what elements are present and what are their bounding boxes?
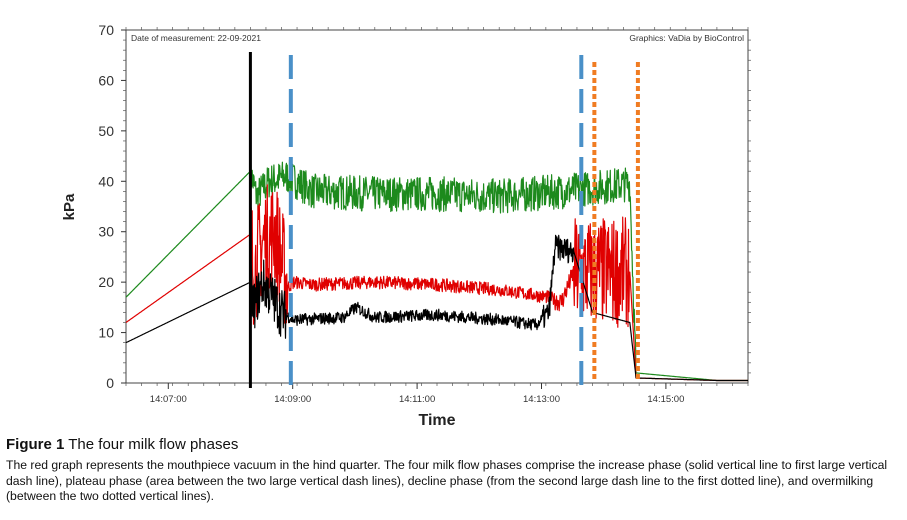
series-line-2	[125, 234, 749, 382]
vacuum-chart: 0 10 20 30 40 50 60 70 14:07:00 14:09:00 14:11:00…	[61, 22, 751, 429]
y-tick-label: 70	[98, 22, 114, 38]
x-tick-label: 14:13:00	[523, 394, 560, 405]
y-tick-label: 40	[98, 173, 114, 189]
header-graphics: Graphics: VaDia by BioControl	[629, 33, 744, 43]
figure-caption-text: The red graph represents the mouthpiece …	[6, 458, 888, 504]
y-tick-label: 0	[106, 375, 114, 391]
x-tick-label: 14:11:00	[399, 394, 435, 405]
figure-caption-title: Figure 1 The four milk flow phases	[6, 436, 238, 453]
y-tick-label: 50	[98, 123, 114, 139]
series-layer	[125, 157, 749, 382]
y-tick-label: 60	[98, 72, 114, 88]
y-axis-label: kPa	[61, 193, 78, 220]
series-line-0	[125, 157, 749, 382]
x-axis-label: Time	[418, 412, 455, 429]
phase-lines	[248, 52, 640, 388]
header-date: Date of measurement: 22-09-2021	[131, 33, 261, 43]
figure-title: The four milk flow phases	[64, 436, 239, 453]
x-tick-label: 14:15:00	[647, 394, 684, 405]
x-tick-label: 14:07:00	[150, 394, 187, 405]
y-tick-label: 30	[98, 224, 114, 240]
figure-number: Figure 1	[6, 436, 65, 453]
y-tick-label: 10	[98, 325, 114, 341]
x-axis: 14:07:00 14:09:00 14:11:00 14:13:00 14:15:00	[125, 27, 749, 405]
y-tick-label: 20	[98, 274, 114, 290]
y-axis: 0 10 20 30 40 50 60 70	[98, 22, 751, 391]
x-tick-label: 14:09:00	[274, 394, 311, 405]
